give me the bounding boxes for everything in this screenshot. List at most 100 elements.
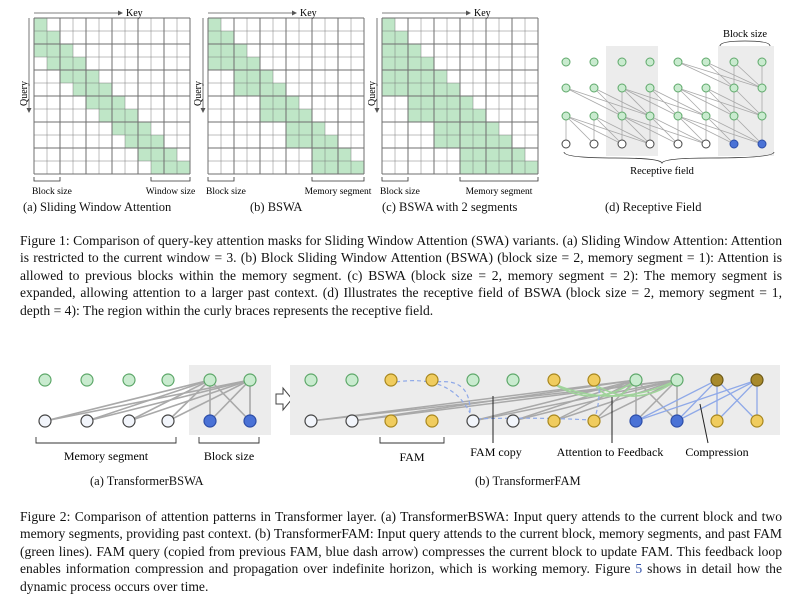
fam-input-node (670, 414, 684, 428)
compression-edge (635, 379, 758, 422)
mask-cell (460, 135, 473, 148)
mask-cell (208, 31, 221, 44)
query-axis-label: Query (367, 81, 378, 106)
mask-cell (260, 109, 273, 122)
attention-edge (677, 87, 763, 117)
token-node (589, 57, 599, 67)
mask-cell (221, 31, 234, 44)
feedback-edge (593, 379, 678, 397)
mask-cell (247, 83, 260, 96)
fam-input-node (750, 414, 764, 428)
attention-edge (677, 115, 763, 145)
attention-edge (733, 61, 763, 89)
attention-edge (621, 87, 707, 117)
block-size-label: Block size (204, 449, 254, 463)
fam-output-node (384, 373, 398, 387)
transformer-fam-diagram: FAM FAM copy Attention to Feedback Compress… (290, 365, 780, 464)
attention-edge (677, 87, 707, 117)
figure2-caption-tail: shows in detail how the dynamic process … (20, 561, 782, 594)
fam-copy-arrow (595, 381, 600, 415)
fam-input-node (384, 414, 398, 428)
fam-input-node (547, 414, 561, 428)
mask-cell (421, 83, 434, 96)
block-size-bracket (207, 177, 235, 182)
token-node (701, 111, 711, 121)
token-node (645, 57, 655, 67)
attention-edge (44, 379, 211, 422)
feedback-edge (553, 379, 678, 397)
attention-edge (649, 115, 707, 145)
query-axis-label: Query (19, 81, 30, 106)
mask-cell (395, 44, 408, 57)
mask-cell (221, 57, 234, 70)
key-axis-label: Key (300, 8, 317, 19)
mask-cell (395, 31, 408, 44)
subcaption-c: (c) BSWA with 2 segments (382, 200, 518, 214)
mask-cell (460, 161, 473, 174)
right-bracket-label: Memory segment (305, 187, 372, 197)
attention-edge (209, 379, 251, 422)
token-node (617, 83, 627, 93)
figure5-reference-link[interactable]: 5 (635, 561, 643, 577)
mask-cell (99, 109, 112, 122)
mask-cell (421, 109, 434, 122)
mask-cell (34, 18, 47, 31)
attention-edge (553, 379, 678, 422)
mask-cell (408, 109, 421, 122)
fam-output-node (345, 373, 359, 387)
mask-cell (382, 31, 395, 44)
mask-cell (112, 96, 125, 109)
output-token-node (122, 373, 136, 387)
fam-copy-arrow (469, 417, 591, 421)
mask-cell (299, 135, 312, 148)
attention-edge (705, 87, 763, 117)
mask-cell (299, 122, 312, 135)
mask-cell (395, 57, 408, 70)
token-node (617, 57, 627, 67)
mask-cell (312, 161, 325, 174)
output-token-node (38, 373, 52, 387)
mask-cell (260, 83, 273, 96)
transition-arrow-icon (275, 386, 293, 412)
mask-cell (234, 83, 247, 96)
attention-edge (565, 115, 651, 145)
fam-output-node (425, 373, 439, 387)
attention-edge (635, 379, 678, 422)
receptive-field-panel: Block size Receptive field (561, 29, 775, 177)
mask-cell (73, 70, 86, 83)
attention-to-feedback-label: Attention to Feedback (557, 445, 664, 459)
mask-cell (382, 18, 395, 31)
token-node (561, 57, 571, 67)
mask-cell (273, 83, 286, 96)
mask-cell (34, 31, 47, 44)
mask-cell (499, 161, 512, 174)
compression-edge (676, 379, 758, 422)
mask-cell (164, 148, 177, 161)
token-node (757, 139, 767, 149)
attention-edge (677, 61, 763, 89)
figure1-caption: Figure 1: Comparison of query-key attent… (20, 233, 782, 318)
mask-cell (260, 70, 273, 83)
attention-edge (621, 115, 651, 145)
mask-cell (73, 57, 86, 70)
mask-cell (512, 148, 525, 161)
attention-edge (310, 379, 637, 422)
fam-input-node (425, 414, 439, 428)
token-node (701, 57, 711, 67)
attention-edge (44, 379, 251, 422)
mask-cell (486, 135, 499, 148)
attention-edge (351, 379, 678, 422)
attention-edge (621, 87, 651, 117)
figure2-caption-text: Figure 2: Comparison of attention patter… (20, 509, 782, 577)
mask-cell (408, 96, 421, 109)
attention-edge (677, 87, 735, 117)
attention-edge (705, 115, 763, 145)
attention-edge (677, 61, 735, 89)
memory-segment-bracket (35, 437, 177, 444)
token-node (645, 111, 655, 121)
mask-cell (47, 31, 60, 44)
mask-panel-1: Key Query Block size Memory segment (193, 8, 372, 197)
output-token-node (243, 373, 257, 387)
token-node (617, 139, 627, 149)
